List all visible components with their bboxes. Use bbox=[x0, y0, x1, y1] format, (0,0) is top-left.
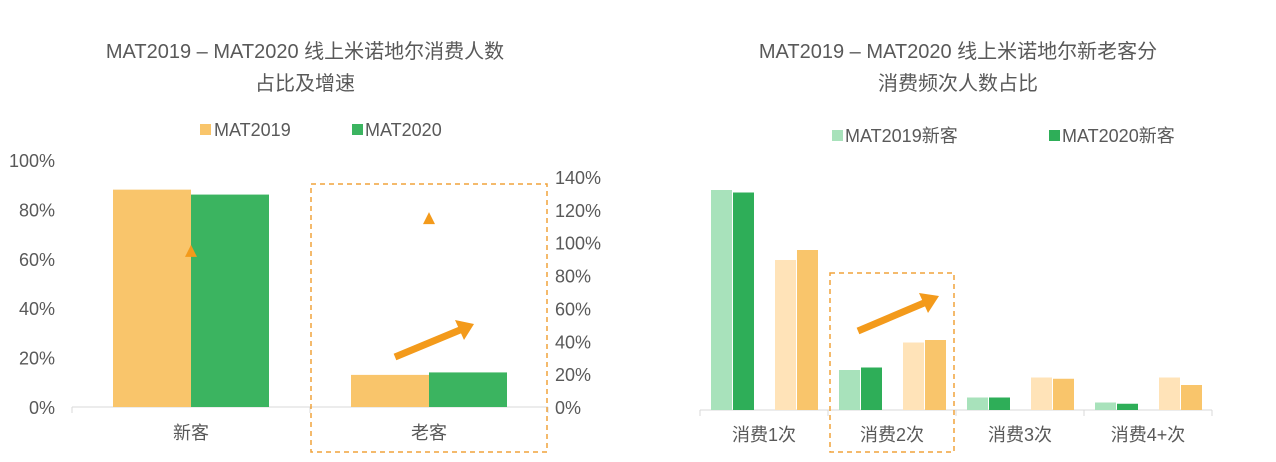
chart2-bar-2019-new bbox=[1095, 402, 1116, 410]
chart2-x-tick-label: 消费4+次 bbox=[1111, 425, 1186, 445]
chart1-highlight-frame bbox=[310, 183, 548, 453]
chart1-legend-swatch-2019 bbox=[200, 124, 211, 135]
chart1-y-tick-label: 100% bbox=[9, 151, 55, 171]
chart2-legend-swatch-2020-new bbox=[1049, 130, 1060, 141]
chart1-legend-label-2019: MAT2019 bbox=[214, 120, 291, 140]
chart1-y2-tick-label: 140% bbox=[555, 168, 601, 188]
chart2-legend-label-2020-new: MAT2020新客 bbox=[1062, 126, 1175, 146]
chart2-x-tick-label: 消费2次 bbox=[860, 425, 924, 445]
chart2-bar-2019-old bbox=[903, 342, 924, 410]
chart1-y2-tick-label: 60% bbox=[555, 299, 591, 319]
chart1-y-tick-label: 20% bbox=[19, 349, 55, 369]
chart1-trend-arrow-shaft bbox=[393, 326, 462, 361]
chart1-y-tick-label: 60% bbox=[19, 250, 55, 270]
chart2-bar-2019-new bbox=[711, 190, 732, 410]
chart2-bar-2020-old bbox=[925, 340, 946, 410]
chart2-bar-2020-new bbox=[1117, 403, 1138, 410]
chart1-legend-swatch-2020 bbox=[352, 124, 363, 135]
chart2-x-tick-label: 消费3次 bbox=[988, 425, 1052, 445]
chart1-y2-tick-label: 100% bbox=[555, 234, 601, 254]
chart1-y2-tick-label: 120% bbox=[555, 201, 601, 221]
chart2-bar-2020-new bbox=[861, 367, 882, 410]
chart2-trend-arrow-head bbox=[919, 293, 939, 313]
chart1-growth-marker bbox=[423, 212, 435, 225]
chart1-bar-2019-new bbox=[113, 189, 191, 407]
chart1-growth-marker bbox=[185, 244, 197, 257]
chart1-y2-tick-label: 80% bbox=[555, 267, 591, 287]
chart2-bar-2019-old bbox=[1159, 377, 1180, 410]
chart1-bar-2019-old bbox=[351, 374, 429, 407]
chart2-title-line1: MAT2019 – MAT2020 线上米诺地尔新老客分 bbox=[759, 40, 1157, 63]
chart2-x-tick-label: 消费1次 bbox=[732, 425, 796, 445]
chart2-bar-2019-old bbox=[775, 260, 796, 410]
chart2-legend-label-2019-new: MAT2019新客 bbox=[845, 126, 958, 146]
chart1-y-tick-label: 80% bbox=[19, 200, 55, 220]
chart1-y-tick-label: 40% bbox=[19, 299, 55, 319]
chart1-plot: 100% 80% 60% 40% 20% 0% 140% 120% 100% 80% 60% 40% 2… bbox=[9, 151, 601, 453]
chart1-trend-arrow-head bbox=[455, 320, 474, 340]
chart2-bar-2019-new bbox=[839, 370, 860, 410]
chart1-y2-tick-label: 40% bbox=[555, 332, 591, 352]
chart2-bar-2019-new bbox=[967, 397, 988, 410]
chart2-plot: 消费1次 消费2次 消费3次 消费4+次 bbox=[699, 190, 1213, 453]
chart1-y-tick-label: 0% bbox=[29, 398, 55, 418]
chart2-trend-arrow-shaft bbox=[856, 299, 926, 335]
chart2-bar-2020-old bbox=[797, 250, 818, 410]
chart2-legend-swatch-2019-new bbox=[832, 130, 843, 141]
chart1-x-tick-label: 新客 bbox=[173, 423, 209, 443]
chart1-x-tick-label: 老客 bbox=[411, 423, 447, 443]
chart1-title-line2: 占比及增速 bbox=[255, 72, 355, 95]
chart1-bar-2020-old bbox=[429, 372, 507, 407]
chart1-title-line1: MAT2019 – MAT2020 线上米诺地尔消费人数 bbox=[106, 40, 504, 63]
chart2-bar-2020-old bbox=[1181, 385, 1202, 410]
chart1-bar-2020-new bbox=[191, 194, 269, 407]
chart2-bar-2020-new bbox=[733, 192, 754, 410]
chart2-highlight-frame bbox=[829, 272, 955, 453]
chart2-bar-2020-old bbox=[1053, 378, 1074, 410]
chart1-legend-label-2020: MAT2020 bbox=[365, 120, 442, 140]
chart2-bar-2019-old bbox=[1031, 377, 1052, 410]
chart1-y2-tick-label: 0% bbox=[555, 398, 581, 418]
chart2-title-line2: 消费频次人数占比 bbox=[878, 72, 1038, 95]
chart1-y2-tick-label: 20% bbox=[555, 365, 591, 385]
chart2-bar-2020-new bbox=[989, 397, 1010, 410]
